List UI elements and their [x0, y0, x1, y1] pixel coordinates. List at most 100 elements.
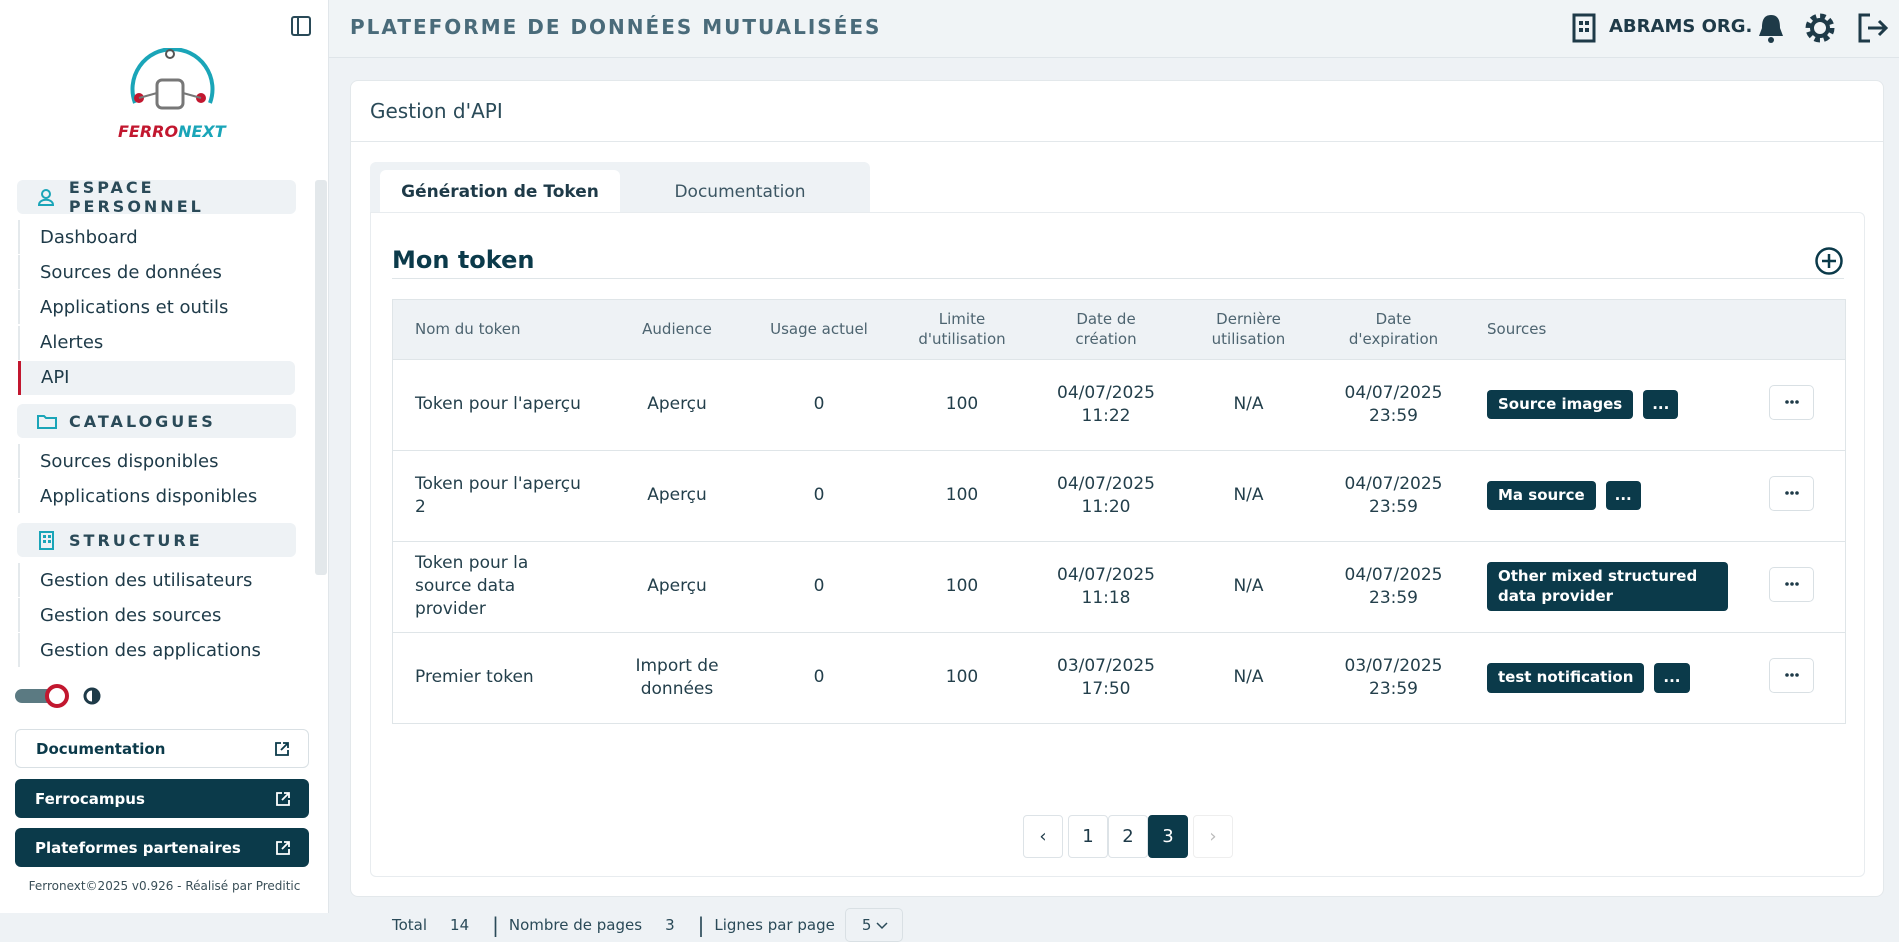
external-link[interactable]: Documentation	[15, 729, 309, 768]
cell-text: 0	[813, 667, 825, 688]
section-icon	[39, 530, 54, 550]
row-actions-button[interactable]	[1768, 567, 1814, 602]
sources-cell: Other mixed structured data provider	[1464, 540, 1737, 632]
cell-text: 04/07/2025 23:59	[1344, 564, 1443, 608]
sources-cell: Source images...	[1464, 358, 1737, 450]
table-cell: Aperçu	[602, 358, 752, 450]
page-current[interactable]: 3	[1148, 815, 1188, 858]
external-link[interactable]: Ferrocampus	[15, 779, 309, 818]
section-header[interactable]: ESPACE PERSONNEL	[17, 178, 296, 216]
column-header-text: Usage actuel	[770, 320, 868, 339]
org-icon	[1572, 13, 1596, 43]
page-button[interactable]: 1	[1068, 815, 1108, 858]
logout-icon[interactable]	[1856, 12, 1890, 44]
table-cell: 04/07/2025 11:22	[1038, 358, 1174, 450]
source-chip[interactable]: test notification	[1487, 663, 1645, 693]
column-header: Sources	[1464, 300, 1737, 359]
theme-toggle[interactable]	[15, 683, 110, 709]
separator: |	[697, 913, 705, 937]
total-value: 14	[437, 908, 483, 942]
rows-select[interactable]: 5	[844, 908, 904, 942]
org-name[interactable]: ABRAMS ORG.	[1609, 16, 1753, 37]
api-card: Gestion d'API Génération de Token Docume…	[350, 80, 1884, 942]
table-body: Token pour l'aperçu Aperçu 0 100 04/07/2025 …	[393, 358, 1845, 723]
section-header[interactable]: CATALOGUES	[17, 404, 296, 438]
row-actions-button[interactable]	[1768, 385, 1814, 420]
nav-item[interactable]: API	[18, 360, 295, 395]
section-icon	[37, 188, 55, 206]
source-chip[interactable]: Source images	[1487, 389, 1634, 420]
prev-page[interactable]: ‹	[1023, 815, 1063, 858]
column-header: Date d'expiration	[1323, 300, 1464, 359]
cell-text: Token pour l'aperçu	[415, 394, 581, 415]
column-header: Audience	[602, 300, 752, 359]
sidebar: FERRONEXT ESPACE PERSONNEL Dashboard Sourc…	[0, 0, 329, 913]
cell-text: 100	[945, 485, 979, 506]
tab[interactable]: Documentation	[674, 181, 806, 202]
table-cell: 04/07/2025 11:18	[1038, 540, 1174, 632]
column-header-text: Date de création	[1075, 310, 1137, 349]
external-icon	[275, 741, 289, 756]
table-cell: N/A	[1174, 540, 1323, 632]
page-button[interactable]: 2	[1108, 815, 1148, 858]
cell-text: 03/07/2025 23:59	[1344, 655, 1443, 699]
section-title: CATALOGUES	[69, 411, 216, 431]
cell-text: 04/07/2025 11:20	[1057, 473, 1155, 517]
add-button[interactable]	[1814, 246, 1844, 276]
source-chip[interactable]: ...	[1643, 389, 1679, 420]
nav-item[interactable]: Gestion des utilisateurs	[18, 563, 295, 597]
row-actions-button[interactable]	[1768, 476, 1814, 511]
source-chip[interactable]: Other mixed structured data provider	[1487, 562, 1728, 611]
column-header-text: Audience	[642, 320, 712, 339]
table-cell: 0	[752, 358, 886, 450]
cell-text: Premier token	[415, 667, 534, 688]
cell-text: 04/07/2025 11:18	[1057, 564, 1155, 608]
sidebar-toggle[interactable]	[290, 15, 312, 37]
logo-left: FERRO	[118, 122, 179, 141]
column-header: Date de création	[1038, 300, 1174, 359]
nav-item[interactable]: Applications et outils	[18, 290, 295, 325]
nav-item[interactable]: Sources de données	[18, 255, 295, 290]
nav-item[interactable]: Gestion des sources	[18, 598, 295, 633]
source-chip[interactable]: ...	[1654, 663, 1690, 693]
settings-icon[interactable]	[1804, 12, 1836, 44]
tab-panel: Mon token Nom du token Audience Usage actu…	[370, 212, 1865, 942]
section-title: ESPACE PERSONNEL	[68, 178, 204, 216]
table-cell: Import de données	[602, 631, 752, 723]
cell-text: N/A	[1233, 485, 1264, 506]
source-chip[interactable]: ...	[1605, 480, 1641, 511]
column-header-text: Nom du token	[415, 320, 521, 339]
next-page[interactable]: ›	[1193, 815, 1233, 858]
cell-text: Aperçu	[647, 394, 707, 415]
table-cell: 100	[886, 358, 1038, 450]
external-icon	[276, 840, 290, 855]
link-label: Plateformes partenaires	[35, 838, 241, 857]
bell-icon[interactable]	[1757, 12, 1785, 44]
external-link[interactable]: Plateformes partenaires	[15, 828, 309, 867]
header-row: Nom du token Audience Usage actuel Limite d…	[393, 300, 1845, 359]
nav-item[interactable]: Sources disponibles	[18, 444, 295, 478]
nav-item[interactable]: Dashboard	[18, 220, 295, 254]
cell-text: N/A	[1233, 576, 1264, 597]
table-cell: Aperçu	[602, 449, 752, 541]
tab-active[interactable]: Génération de Token	[380, 170, 620, 213]
table-cell: 100	[886, 449, 1038, 541]
pages-value: 3	[652, 908, 688, 942]
section-title: Mon token	[392, 246, 535, 274]
cell-text: 04/07/2025 23:59	[1344, 473, 1443, 517]
table-cell: Aperçu	[602, 540, 752, 632]
row-actions-button[interactable]	[1768, 658, 1814, 694]
section-header[interactable]: STRUCTURE	[17, 523, 296, 557]
sources-cell: Ma source...	[1464, 449, 1737, 541]
table-cell: Token pour la source data provider	[393, 540, 602, 632]
table-row: Premier token Import de données 0 100 03/07/…	[393, 631, 1845, 723]
nav-item[interactable]: Gestion des applications	[18, 633, 295, 668]
column-header	[1737, 300, 1845, 359]
table-cell: Token pour l'aperçu 2	[393, 449, 602, 541]
scrollbar[interactable]	[315, 180, 327, 575]
source-chip[interactable]: Ma source	[1487, 480, 1596, 511]
actions-cell	[1737, 540, 1845, 632]
nav-item[interactable]: Alertes	[18, 325, 295, 360]
nav-item[interactable]: Applications disponibles	[18, 479, 295, 514]
